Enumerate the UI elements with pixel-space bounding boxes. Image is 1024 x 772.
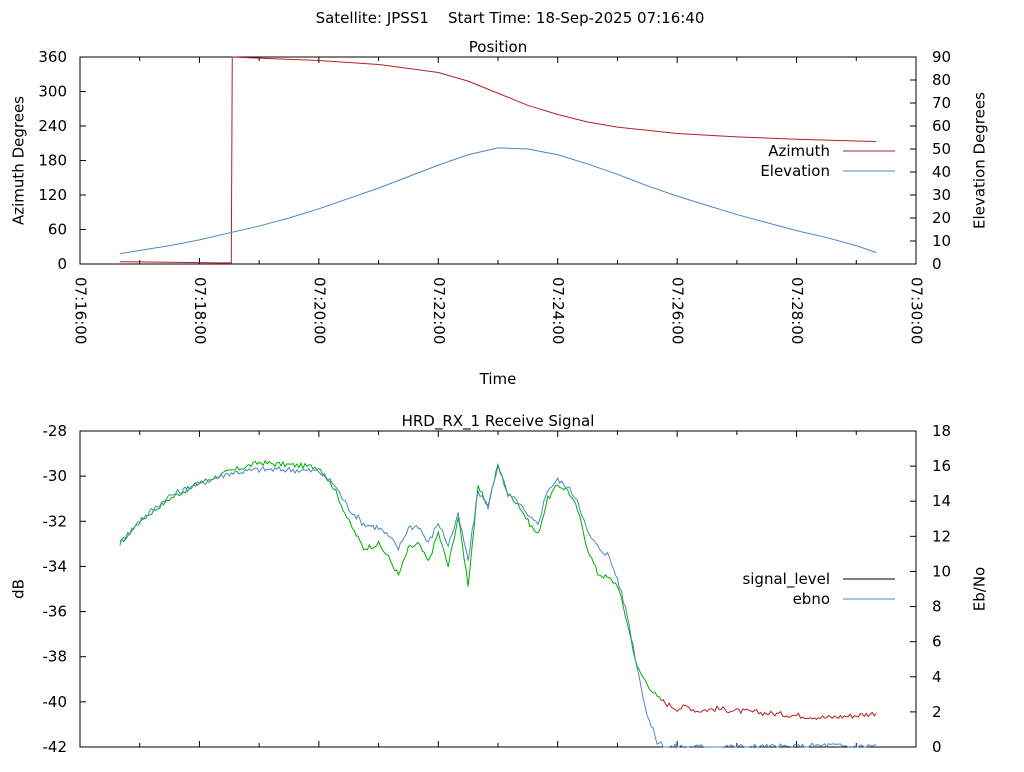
y2-tick-label: 4	[932, 668, 942, 686]
y2-tick-label: 12	[932, 527, 951, 545]
y2-tick-label: 60	[932, 117, 951, 135]
y2-axis-label: Eb/No	[971, 567, 989, 611]
y-tick-label: 240	[38, 117, 67, 135]
y2-tick-label: 6	[932, 633, 942, 651]
y2-tick-label: 80	[932, 71, 951, 89]
chart-title: HRD_RX_1 Receive Signal	[402, 412, 595, 431]
y2-tick-label: 10	[932, 232, 951, 250]
y2-tick-label: 18	[932, 422, 951, 440]
y2-tick-label: 10	[932, 562, 951, 580]
x-tick-label: 07:28:00	[788, 277, 806, 344]
x-tick-label: 07:26:00	[669, 277, 687, 344]
y2-tick-label: 50	[932, 140, 951, 158]
y2-tick-label: 0	[932, 255, 942, 273]
y-tick-label: -42	[43, 738, 68, 756]
y2-tick-label: 0	[932, 738, 942, 756]
series-line-signal_level	[661, 699, 877, 720]
series-line-azimuth	[119, 56, 877, 264]
legend-label: Elevation	[760, 162, 830, 180]
x-tick-label: 07:18:00	[191, 277, 209, 344]
y2-tick-label: 16	[932, 457, 951, 475]
y-tick-label: 120	[38, 186, 67, 204]
y2-tick-label: 2	[932, 703, 942, 721]
y2-tick-label: 14	[932, 492, 951, 510]
series-line-ebno	[119, 465, 877, 748]
y-tick-label: -40	[43, 693, 68, 711]
y2-tick-label: 20	[932, 209, 951, 227]
y-tick-label: -34	[43, 557, 68, 575]
y2-tick-label: 40	[932, 163, 951, 181]
y-tick-label: -28	[43, 422, 68, 440]
y2-axis-label: Elevation Degrees	[971, 92, 989, 229]
plot-frame	[79, 56, 917, 265]
y-tick-label: 180	[38, 152, 67, 170]
legend-label: Azimuth	[768, 142, 830, 160]
y-axis-label: dB	[10, 579, 28, 599]
y-tick-label: 60	[48, 221, 67, 239]
chart-title: Position	[469, 38, 527, 56]
x-tick-label: 07:22:00	[430, 277, 448, 344]
series-line-elevation	[119, 147, 877, 255]
x-axis-label: Time	[479, 370, 517, 388]
y2-tick-label: 90	[932, 48, 951, 66]
series-line-signal_level	[119, 459, 662, 701]
x-tick-label: 07:16:00	[72, 277, 90, 344]
legend-label: ebno	[793, 590, 830, 608]
legend-label: signal_level	[742, 570, 830, 589]
x-tick-label: 07:20:00	[310, 277, 328, 344]
y-tick-label: -30	[43, 467, 68, 485]
y-axis-label: Azimuth Degrees	[10, 96, 28, 225]
y2-tick-label: 8	[932, 598, 942, 616]
report-title: Satellite: JPSS1 Start Time: 18-Sep-2025…	[316, 9, 705, 27]
y-tick-label: 300	[38, 83, 67, 101]
plot-frame	[79, 430, 917, 748]
x-tick-label: 07:24:00	[549, 277, 567, 344]
y-tick-label: -38	[43, 648, 68, 666]
y-tick-label: -32	[43, 512, 68, 530]
y2-tick-label: 30	[932, 186, 951, 204]
y-tick-label: 0	[57, 255, 67, 273]
y2-tick-label: 70	[932, 94, 951, 112]
y-tick-label: -36	[43, 603, 68, 621]
y-tick-label: 360	[38, 48, 67, 66]
x-tick-label: 07:30:00	[908, 277, 926, 344]
